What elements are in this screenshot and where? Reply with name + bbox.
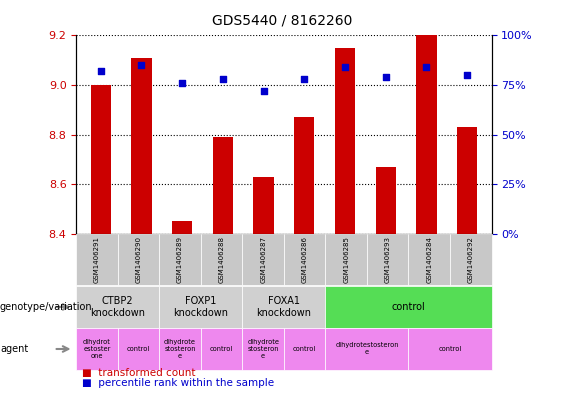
Text: GSM1406290: GSM1406290 (136, 236, 142, 283)
Text: dihydrotestosteron
e: dihydrotestosteron e (335, 342, 399, 356)
Text: control: control (392, 302, 425, 312)
Text: GSM1406292: GSM1406292 (468, 236, 474, 283)
Point (381, 74, 390, 80)
Point (259, 88, 268, 94)
Text: dihydrote
stosteron
e: dihydrote stosteron e (247, 339, 279, 359)
Text: FOXA1
knockdown: FOXA1 knockdown (257, 296, 311, 318)
Text: GSM1406289: GSM1406289 (177, 236, 183, 283)
Text: control: control (293, 346, 316, 352)
Point (137, 62, 146, 68)
Text: dihydrot
estoster
one: dihydrot estoster one (83, 339, 111, 359)
Point (177, 80, 186, 86)
Text: GSM1406286: GSM1406286 (302, 236, 308, 283)
Text: control: control (438, 346, 462, 352)
Text: dihydrote
stosteron
e: dihydrote stosteron e (164, 339, 196, 359)
Text: GSM1406287: GSM1406287 (260, 236, 266, 283)
Text: GSM1406285: GSM1406285 (343, 236, 349, 283)
Bar (335, 48, 355, 234)
Point (300, 76, 309, 82)
Point (463, 72, 472, 78)
Bar (172, 221, 192, 234)
Text: GSM1406293: GSM1406293 (385, 236, 391, 283)
Bar (253, 177, 273, 234)
Text: GSM1406284: GSM1406284 (426, 236, 432, 283)
Point (96, 68, 105, 74)
Text: CTBP2
knockdown: CTBP2 knockdown (90, 296, 145, 318)
Point (218, 76, 227, 82)
Text: ■  percentile rank within the sample: ■ percentile rank within the sample (82, 378, 274, 388)
Bar (90, 85, 111, 234)
Text: control: control (127, 346, 150, 352)
Bar (212, 137, 233, 234)
Point (422, 64, 431, 70)
Bar (131, 58, 151, 234)
Text: control: control (210, 346, 233, 352)
Bar (457, 127, 477, 234)
Text: genotype/variation: genotype/variation (0, 302, 93, 312)
Text: FOXP1
knockdown: FOXP1 knockdown (173, 296, 228, 318)
Text: agent: agent (0, 344, 28, 354)
Text: GSM1406288: GSM1406288 (219, 236, 225, 283)
Bar (294, 117, 315, 234)
Text: ■  transformed count: ■ transformed count (82, 368, 195, 378)
Bar (416, 35, 437, 234)
Text: GDS5440 / 8162260: GDS5440 / 8162260 (212, 14, 353, 28)
Point (341, 64, 350, 70)
Bar (376, 167, 396, 234)
Text: GSM1406291: GSM1406291 (94, 236, 100, 283)
